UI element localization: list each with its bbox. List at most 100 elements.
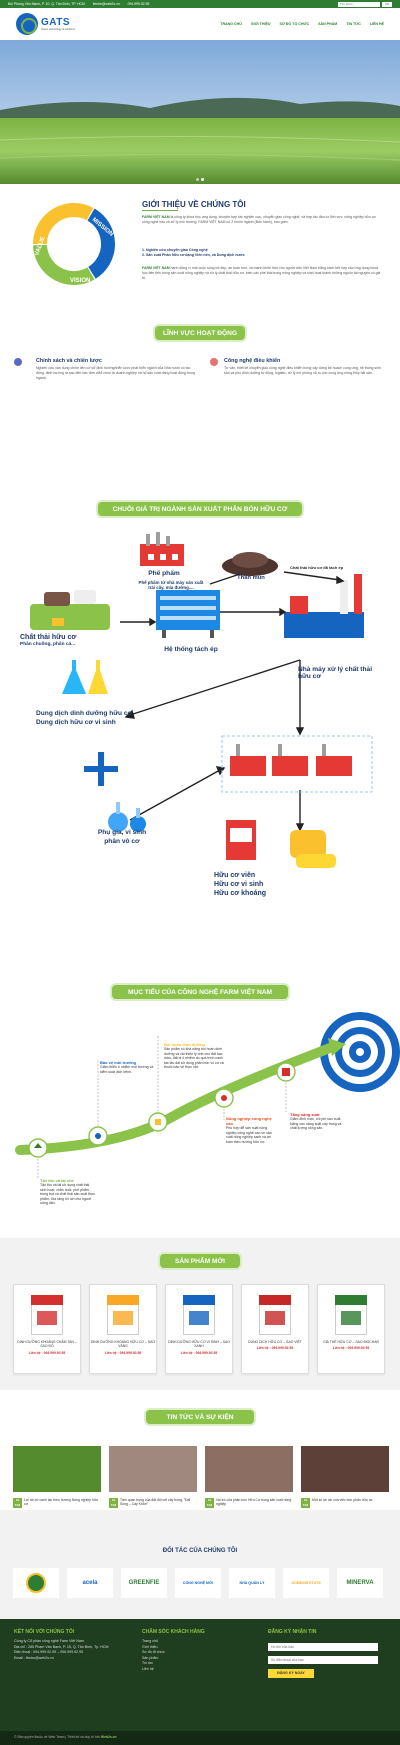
footer-email[interactable]: Email : fbstro@web2s.vn bbox=[14, 1655, 54, 1660]
product-card[interactable]: DINH DƯỠNG KHOÁNG CHÂM TAN – SAO ĐỎ Liên … bbox=[13, 1284, 81, 1374]
nav-org-chart[interactable]: SƠ ĐỒ TỔ CHỨC bbox=[279, 22, 310, 26]
logo[interactable]: GATS Green technology & solutions bbox=[16, 13, 75, 35]
separated-waste-label: Chất thải hữu cơ đã tách ép bbox=[290, 565, 344, 570]
news-item[interactable]: 19 Th9 Một số lợi ích của việc bón phân hữ… bbox=[301, 1498, 389, 1512]
solution-label-2: Dung dịch hữu cơ vi sinh bbox=[36, 719, 116, 726]
partner-logo[interactable]: NHÀ QUẢN LÝ bbox=[229, 1568, 275, 1598]
by-product-sub: Phế phẩm từ nhà máy sản xuất trái cây, m… bbox=[138, 580, 204, 590]
nav-home[interactable]: TRANG CHỦ bbox=[220, 22, 242, 26]
product-bag-image bbox=[255, 1291, 295, 1337]
activity-title: LĨNH VỰC HOẠT ĐỘNG bbox=[155, 326, 245, 340]
hero-banner bbox=[0, 40, 400, 184]
news-thumbnail[interactable] bbox=[301, 1446, 389, 1492]
additive-label-1: Phụ gia, vi sinh bbox=[97, 829, 147, 836]
partner-name: acela bbox=[82, 1580, 98, 1586]
footer-connect: KẾT NỐI VỚI CHÚNG TÔI Công ty Cổ phần cô… bbox=[14, 1629, 134, 1661]
copyright-text: © Bản quyền thuộc về Web Team | Thiết kế… bbox=[14, 1735, 100, 1739]
partner-logo[interactable]: GOMEINSTITUTE bbox=[283, 1568, 329, 1598]
footer-link[interactable]: Sơ đồ tổ chức bbox=[142, 1650, 165, 1655]
slider-dot[interactable] bbox=[196, 178, 199, 181]
press-machine-icon bbox=[156, 590, 220, 638]
brand-name: GATS bbox=[41, 17, 71, 28]
nav-about[interactable]: GIỚI THIỆU bbox=[250, 22, 271, 26]
solution-label-1: Dung dịch dinh dưỡng hữu cơ bbox=[36, 710, 133, 717]
organic-waste-label: Chất thải hữu cơ bbox=[20, 634, 77, 641]
partner-name: NHÀ QUẢN LÝ bbox=[239, 1581, 265, 1585]
search-input[interactable] bbox=[338, 1, 380, 7]
intro-brand-1: FARM VIỆT NAM bbox=[142, 215, 170, 219]
product-price: Liên hệ : 094.999.92.95 bbox=[28, 1350, 66, 1355]
product-name[interactable]: GIÁ THỂ HỮU CƠ – SAO BIOCHAR bbox=[323, 1340, 379, 1344]
intro-title: GIỚI THIỆU VỀ CHÚNG TÔI bbox=[142, 200, 246, 209]
product-type: Hữu cơ viên bbox=[214, 872, 256, 879]
partner-logo[interactable] bbox=[13, 1568, 59, 1598]
footer-link[interactable]: Giới thiệu bbox=[142, 1644, 158, 1649]
subscribe-name-input[interactable] bbox=[268, 1643, 378, 1651]
product-name[interactable]: DINH DƯỠNG KHOÁNG CHÂM TAN – SAO ĐỎ bbox=[17, 1340, 77, 1349]
news-title-text[interactable]: Tầm quan trọng của đất đối với cây trồng… bbox=[120, 1498, 191, 1507]
product-name[interactable]: DINH DƯỠNG HỮU CƠ VI SINH – SAO XANH bbox=[168, 1340, 230, 1349]
product-card[interactable]: GIÁ THỂ HỮU CƠ – SAO BIOCHAR Liên hệ : 09… bbox=[317, 1284, 385, 1374]
additive-flasks-icon bbox=[108, 802, 146, 832]
goal-environment-text: Giảm thiểu ô nhiễm môi trường và kiểm so… bbox=[100, 1065, 154, 1074]
slider-dot-active[interactable] bbox=[201, 178, 204, 181]
phone-link[interactable]: 094.999.92.95 bbox=[127, 2, 150, 6]
target-icon bbox=[320, 1012, 400, 1092]
by-product-label: Phế phẩm bbox=[148, 570, 180, 577]
product-name[interactable]: DUNG DỊCH HỮU CƠ – SAO VIỆT bbox=[248, 1340, 302, 1344]
news-item[interactable]: 19 Th9 Lợi ích từ canh tác theo hướng Nông… bbox=[13, 1498, 101, 1512]
news-item[interactable]: 19 Th9 Tầm quan trọng của đất đối với cây … bbox=[109, 1498, 197, 1512]
subscribe-phone-input[interactable] bbox=[268, 1656, 378, 1664]
nav-news[interactable]: TIN TỨC bbox=[346, 22, 361, 26]
subscribe-button[interactable]: ĐĂNG KÝ NGAY bbox=[268, 1669, 314, 1678]
footer-subscribe: ĐĂNG KÝ NHẬN TIN ĐĂNG KÝ NGAY bbox=[268, 1629, 388, 1678]
footer-link[interactable]: Trang chủ bbox=[142, 1639, 159, 1643]
product-card[interactable]: DINH DƯỠNG KHOÁNG HỮU CƠ – SAO VÀNG Liên … bbox=[89, 1284, 157, 1374]
product-card[interactable]: DINH DƯỠNG HỮU CƠ VI SINH – SAO XANH Liên… bbox=[165, 1284, 233, 1374]
news-thumbnail[interactable] bbox=[109, 1446, 197, 1492]
product-bag-image bbox=[179, 1291, 219, 1337]
news-title-text[interactable]: Vai trò của phân bón Hữu Cơ trong sản xu… bbox=[216, 1498, 292, 1507]
product-type: Hữu cơ khoáng bbox=[214, 890, 267, 897]
news-title-text[interactable]: Một số lợi ích của việc bón phân hữu cơ bbox=[312, 1498, 373, 1502]
email-link[interactable]: lienhe@web2s.vn bbox=[92, 2, 120, 6]
footer-connect-title: KẾT NỐI VỚI CHÚNG TÔI bbox=[14, 1629, 75, 1635]
nav-products[interactable]: SẢN PHẨM bbox=[318, 22, 338, 26]
news-month: Th9 bbox=[302, 1502, 309, 1507]
goal-hightech-title: Nông nghiệp công nghệ cao bbox=[226, 1116, 272, 1126]
news-thumbnail[interactable] bbox=[13, 1446, 101, 1492]
slider-dots bbox=[0, 178, 400, 181]
partner-logo[interactable]: GREENFIE bbox=[121, 1568, 167, 1598]
news-thumbnail[interactable] bbox=[205, 1446, 293, 1492]
language-select[interactable]: VN bbox=[382, 1, 392, 7]
nav-contact[interactable]: LIÊN HỆ bbox=[369, 22, 384, 26]
news-month: Th9 bbox=[110, 1502, 117, 1507]
copyright-link[interactable]: Web2s.vn bbox=[100, 1735, 117, 1739]
peat-label: Than mùn bbox=[237, 575, 265, 581]
goal-nutrition: Bồi hoàn dinh dưỡng Sản phẩm có khả năng… bbox=[164, 1042, 224, 1070]
footer-link[interactable]: Sản phẩm bbox=[142, 1655, 159, 1660]
partner-logo[interactable]: acela bbox=[67, 1568, 113, 1598]
goal-nutrition-text: Sản phẩm có khả năng bồi hoàn dinh dưỡng… bbox=[164, 1047, 224, 1070]
intro-underline bbox=[142, 210, 178, 211]
growth-curve bbox=[15, 1043, 335, 1155]
brand-tagline: Green technology & solutions bbox=[41, 28, 75, 31]
partner-name: GOMEINSTITUTE bbox=[291, 1581, 321, 1585]
intro-text-2: hành động vì một cuộc sống tốt đẹp, an t… bbox=[142, 266, 381, 280]
news-title-text[interactable]: Lợi ích từ canh tác theo hướng Nông nghi… bbox=[24, 1498, 99, 1507]
factories-group-box bbox=[221, 735, 373, 793]
copyright-bar: © Bản quyền thuộc về Web Team | Thiết kế… bbox=[0, 1731, 400, 1745]
goals-diagram bbox=[15, 1012, 400, 1178]
goal-icons bbox=[28, 1062, 296, 1158]
news-day: 19 bbox=[303, 1498, 308, 1502]
product-name[interactable]: DINH DƯỠNG KHOÁNG HỮU CƠ – SAO VÀNG bbox=[90, 1340, 156, 1349]
partner-logo[interactable]: MINERVA bbox=[337, 1568, 383, 1598]
footer-link[interactable]: Liên hệ bbox=[142, 1666, 154, 1671]
organic-waste-sub: Phân chuồng, phân cá... bbox=[20, 642, 76, 647]
footer-link[interactable]: Tin tức bbox=[142, 1661, 154, 1666]
product-card[interactable]: DUNG DỊCH HỮU CƠ – SAO VIỆT Liên hệ : 094… bbox=[241, 1284, 309, 1374]
policy-icon bbox=[14, 358, 22, 366]
news-item[interactable]: 19 Th9 Vai trò của phân bón Hữu Cơ trong s… bbox=[205, 1498, 293, 1512]
flow-arrows bbox=[120, 571, 345, 832]
partner-logo[interactable]: CÔNG NGHỆ MỚI bbox=[175, 1568, 221, 1598]
